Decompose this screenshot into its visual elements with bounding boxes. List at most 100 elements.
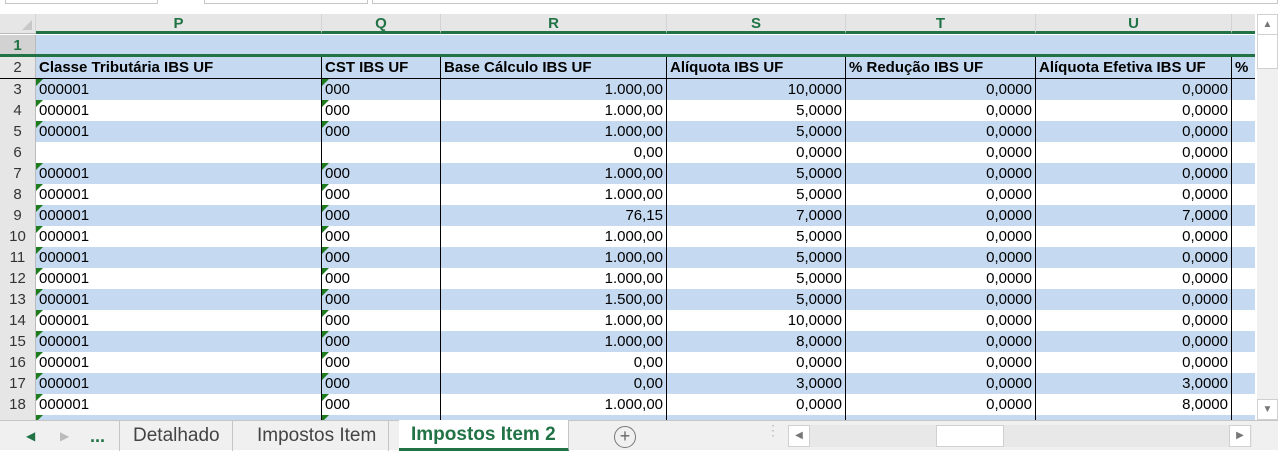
cell-v[interactable] xyxy=(1232,163,1255,184)
cell-t[interactable]: 0,0000 xyxy=(846,247,1036,268)
cell-s[interactable] xyxy=(667,415,846,420)
cell-v[interactable] xyxy=(1232,226,1255,247)
cell-q[interactable]: 000 xyxy=(322,331,441,352)
cell-t[interactable] xyxy=(846,415,1036,420)
column-header-u[interactable]: U xyxy=(1036,14,1232,34)
tab-impostos-item[interactable]: Impostos Item xyxy=(245,421,390,451)
cell-q[interactable]: 000 xyxy=(322,79,441,100)
cell-v[interactable] xyxy=(1232,394,1255,415)
cell-p[interactable] xyxy=(36,415,322,420)
cell-p[interactable]: 000001 xyxy=(36,331,322,352)
cell-u[interactable]: 0,0000 xyxy=(1036,289,1232,310)
cell-u[interactable]: 0,0000 xyxy=(1036,121,1232,142)
scroll-right-button[interactable]: ▶ xyxy=(1229,425,1251,447)
cell-v[interactable] xyxy=(1232,184,1255,205)
cell-t[interactable]: 0,0000 xyxy=(846,268,1036,289)
horizontal-scrollbar[interactable]: ◀ ▶ xyxy=(788,425,1252,447)
more-tabs-button[interactable]: ... xyxy=(90,421,120,451)
scroll-down-button[interactable]: ▼ xyxy=(1257,399,1278,420)
cell-u[interactable]: 0,0000 xyxy=(1036,163,1232,184)
cell-r[interactable]: 1.000,00 xyxy=(441,394,667,415)
formula-input[interactable] xyxy=(372,0,1278,4)
cell-p[interactable]: 000001 xyxy=(36,268,322,289)
cell-v[interactable] xyxy=(1232,289,1255,310)
cell-t[interactable]: 0,0000 xyxy=(846,310,1036,331)
cell-t[interactable]: 0,0000 xyxy=(846,79,1036,100)
column-header-s[interactable]: S xyxy=(667,14,846,34)
cell-r[interactable]: 1.000,00 xyxy=(441,310,667,331)
row-header[interactable]: 4 xyxy=(0,100,36,121)
cell-s[interactable]: 5,0000 xyxy=(667,226,846,247)
cell-v[interactable] xyxy=(1232,331,1255,352)
horizontal-scroll-thumb[interactable] xyxy=(936,425,1004,447)
row-header[interactable]: 11 xyxy=(0,247,36,268)
cell-t[interactable]: 0,0000 xyxy=(846,100,1036,121)
cell-u[interactable]: 0,0000 xyxy=(1036,184,1232,205)
row-header[interactable]: 15 xyxy=(0,331,36,352)
cell-t[interactable]: 0,0000 xyxy=(846,163,1036,184)
cell-q[interactable] xyxy=(322,415,441,420)
cell-s[interactable]: 5,0000 xyxy=(667,121,846,142)
cell-s[interactable]: 5,0000 xyxy=(667,163,846,184)
cell-t[interactable]: 0,0000 xyxy=(846,394,1036,415)
cell-p[interactable]: 000001 xyxy=(36,226,322,247)
row-header[interactable]: 3 xyxy=(0,79,36,100)
row-header[interactable]: 8 xyxy=(0,184,36,205)
cell-r[interactable] xyxy=(441,415,667,420)
cell-s[interactable]: 0,0000 xyxy=(667,352,846,373)
cell-t[interactable]: 0,0000 xyxy=(846,331,1036,352)
row-header[interactable]: 16 xyxy=(0,352,36,373)
row-header-2[interactable]: 2 xyxy=(0,57,36,78)
add-sheet-icon[interactable]: + xyxy=(614,426,636,448)
column-header-q[interactable]: Q xyxy=(322,14,441,34)
cell-s[interactable]: 10,0000 xyxy=(667,79,846,100)
cell-u[interactable]: 7,0000 xyxy=(1036,205,1232,226)
cell-v[interactable] xyxy=(1232,373,1255,394)
cell-t[interactable]: 0,0000 xyxy=(846,352,1036,373)
vertical-scrollbar[interactable]: ▲ ▼ xyxy=(1257,14,1278,420)
cell-r[interactable]: 1.000,00 xyxy=(441,268,667,289)
cell-r[interactable]: 1.000,00 xyxy=(441,100,667,121)
cell-u[interactable]: 0,0000 xyxy=(1036,268,1232,289)
tab-scroll-right-icon[interactable]: ▶ xyxy=(60,429,70,443)
cell-u[interactable]: 0,0000 xyxy=(1036,310,1232,331)
cell-q[interactable]: 000 xyxy=(322,184,441,205)
cell-p[interactable]: 000001 xyxy=(36,184,322,205)
row-header[interactable]: 9 xyxy=(0,205,36,226)
cell-t[interactable]: 0,0000 xyxy=(846,205,1036,226)
column-header-p[interactable]: P xyxy=(36,14,322,34)
row-header[interactable]: 10 xyxy=(0,226,36,247)
cell-u[interactable]: 0,0000 xyxy=(1036,100,1232,121)
cell-r[interactable]: 1.000,00 xyxy=(441,121,667,142)
cell-r[interactable]: 1.000,00 xyxy=(441,226,667,247)
cell-s[interactable]: 5,0000 xyxy=(667,247,846,268)
spreadsheet-grid[interactable]: P Q R S T U 1 2 Classe Tributária IBS UF CST IBS … xyxy=(0,14,1255,420)
cell-r[interactable]: 1.000,00 xyxy=(441,331,667,352)
row-header[interactable]: 14 xyxy=(0,310,36,331)
cell-v[interactable] xyxy=(1232,310,1255,331)
column-title[interactable]: % xyxy=(1232,57,1255,78)
column-title[interactable]: Alíquota IBS UF xyxy=(667,57,846,78)
cell-q[interactable]: 000 xyxy=(322,289,441,310)
vertical-scroll-thumb[interactable] xyxy=(1257,34,1278,69)
cell-r[interactable]: 1.000,00 xyxy=(441,184,667,205)
cell-q[interactable]: 000 xyxy=(322,268,441,289)
column-title[interactable]: Classe Tributária IBS UF xyxy=(36,57,322,78)
row-header[interactable] xyxy=(0,415,36,420)
cell-q[interactable]: 000 xyxy=(322,394,441,415)
cell-s[interactable]: 0,0000 xyxy=(667,142,846,163)
cell-q[interactable]: 000 xyxy=(322,100,441,121)
cell-q[interactable] xyxy=(322,142,441,163)
scroll-up-button[interactable]: ▲ xyxy=(1257,14,1278,35)
cell-r[interactable]: 1.500,00 xyxy=(441,289,667,310)
splitter-handle[interactable]: ⋮ xyxy=(766,422,780,438)
cell-p[interactable]: 000001 xyxy=(36,163,322,184)
cell-v[interactable] xyxy=(1232,142,1255,163)
function-box[interactable] xyxy=(204,0,368,4)
cell-q[interactable]: 000 xyxy=(322,163,441,184)
cell-s[interactable]: 7,0000 xyxy=(667,205,846,226)
cell-v[interactable] xyxy=(1232,205,1255,226)
cell-u[interactable]: 0,0000 xyxy=(1036,331,1232,352)
cell-v[interactable] xyxy=(1232,352,1255,373)
cell-u[interactable]: 0,0000 xyxy=(1036,79,1232,100)
